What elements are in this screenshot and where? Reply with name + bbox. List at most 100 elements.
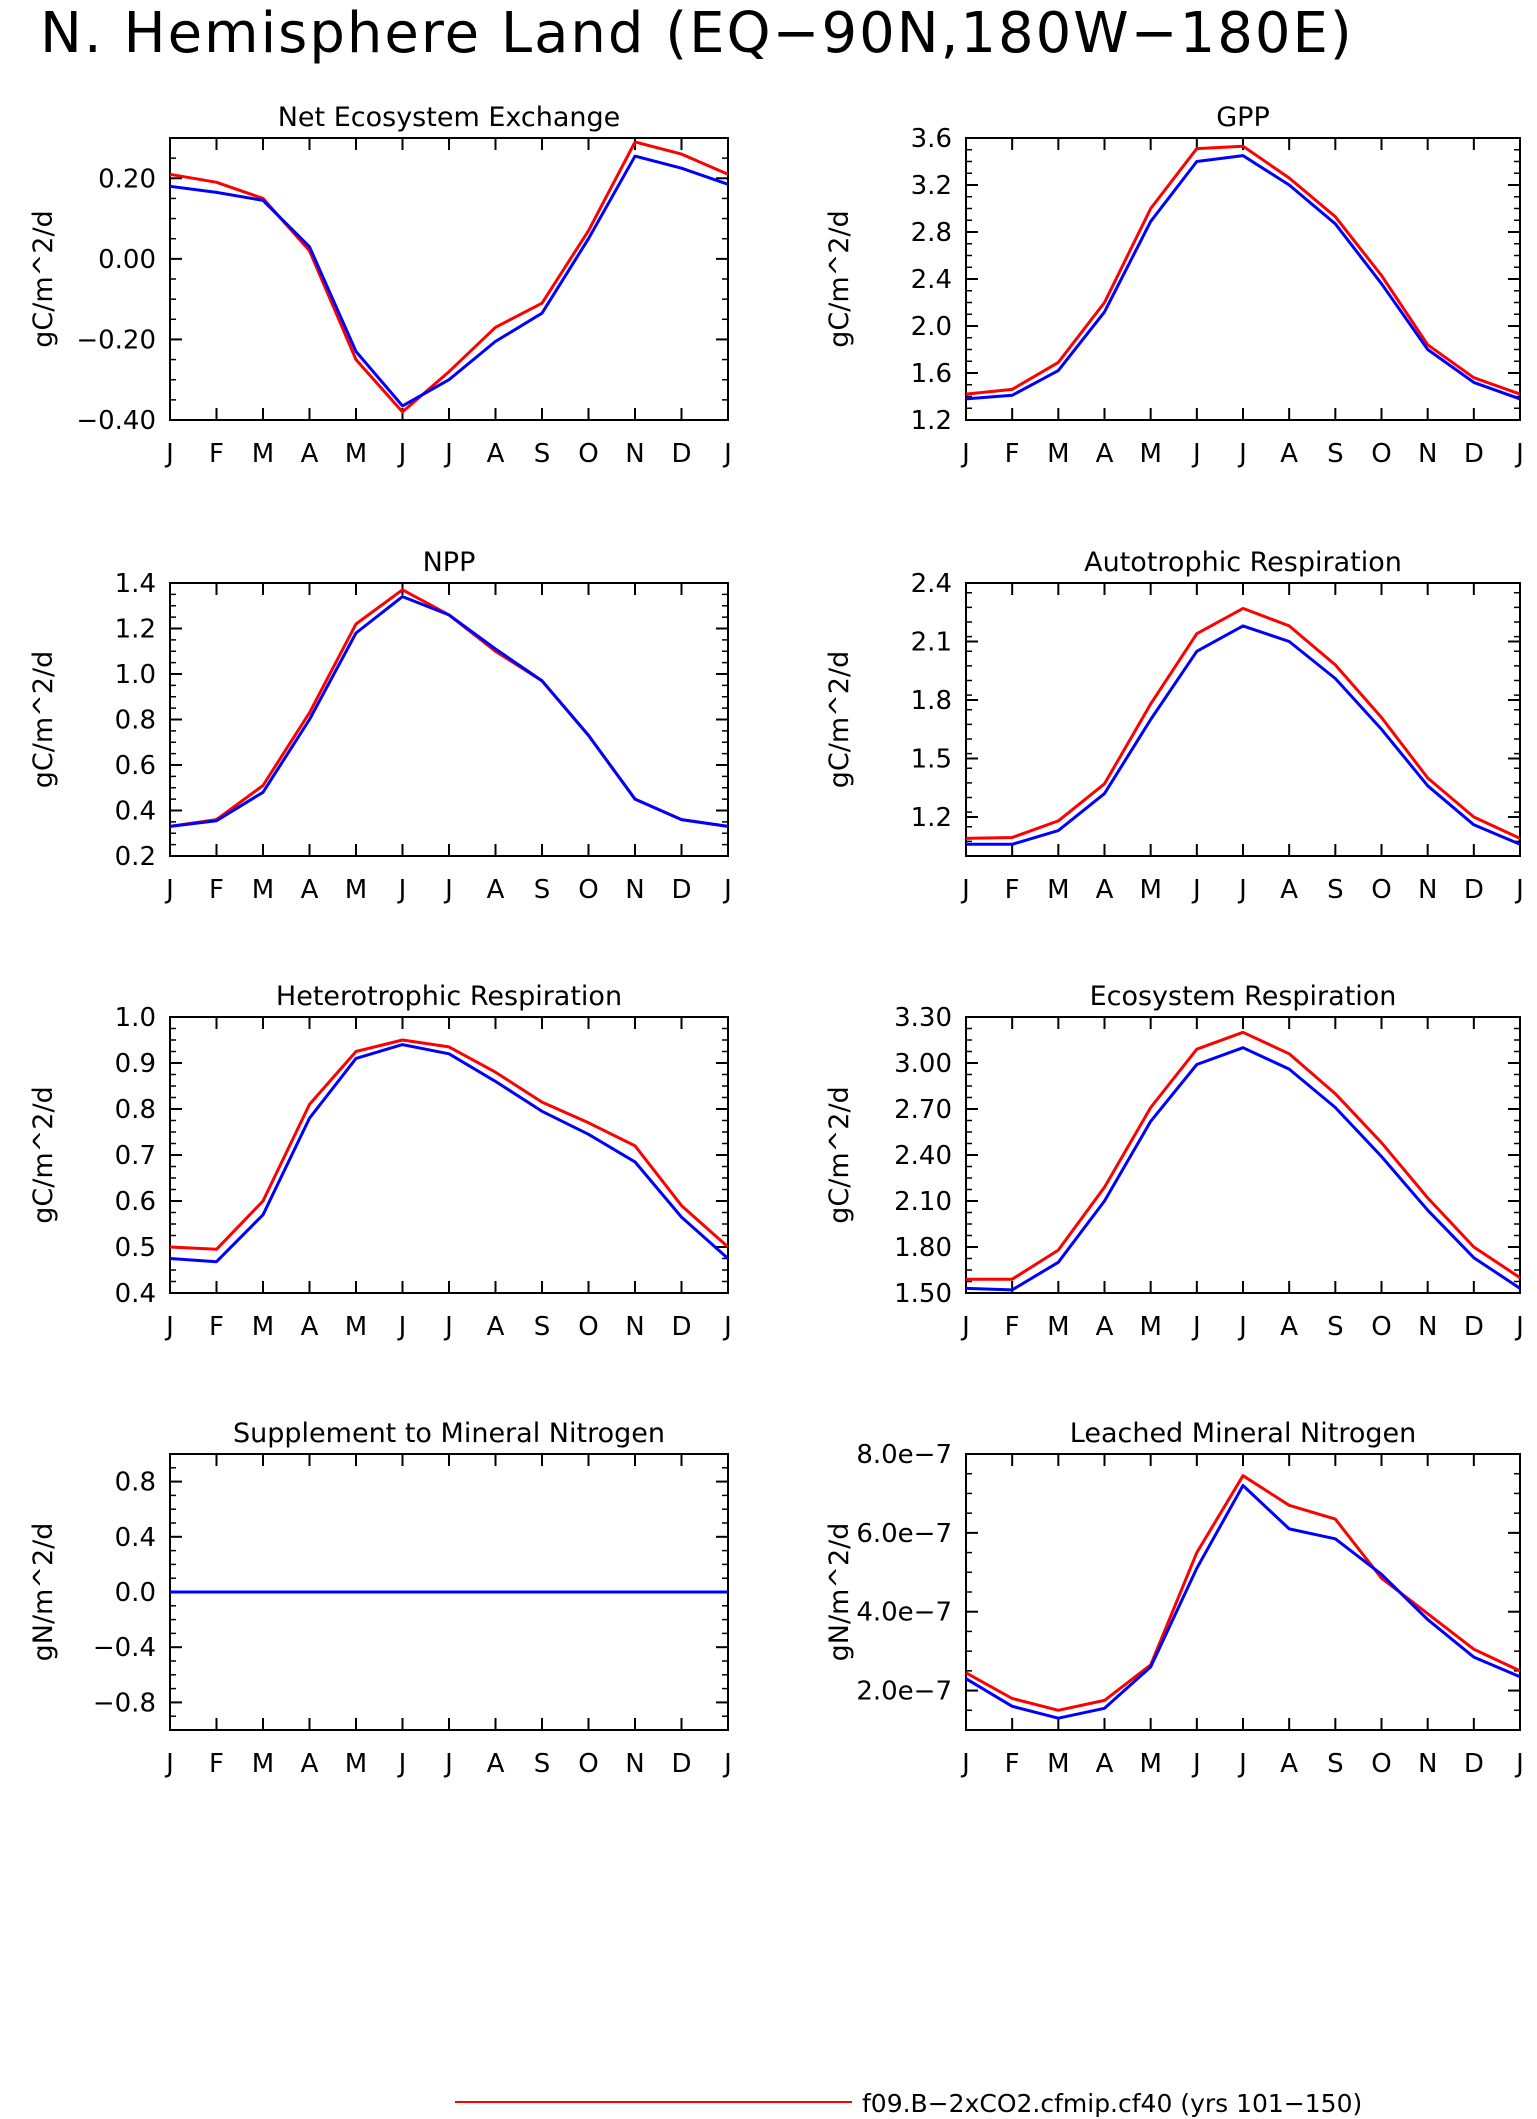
x-tick-label: F [209,1312,224,1342]
x-tick-label: A [487,439,505,469]
x-tick-label: O [578,875,598,905]
series-line-red [965,606,1521,840]
x-tick-label: S [534,1312,551,1342]
series-line-blue [169,154,729,408]
x-tick-label: S [1327,875,1344,905]
y-tick-label: 1.5 [911,745,952,775]
y-axis-label: gC/m^2/d [28,1086,59,1223]
plot-frame [169,137,729,421]
x-tick-label: A [487,875,505,905]
x-tick-label: A [1280,439,1298,469]
x-tick-label: J [1514,1749,1524,1779]
y-tick-label: 0.6 [115,1187,156,1217]
y-tick-label: 1.8 [911,686,952,716]
x-tick-label: M [252,439,274,469]
y-tick-label: 1.6 [911,359,952,389]
x-tick-label: M [1047,1312,1069,1342]
x-tick-label: J [164,1749,174,1779]
x-tick-label: F [1005,875,1020,905]
series-line-blue [965,1046,1521,1292]
x-tick-label: J [722,875,732,905]
y-tick-label: 4.0e−7 [856,1598,952,1628]
x-tick-label: J [397,1312,407,1342]
series-line-red [965,1474,1521,1712]
x-tick-label: N [625,439,644,469]
chart-panel: J F M A M J J A S O N D J1.501.802.102.402.703.003.3… [824,981,1524,1342]
x-tick-label: S [1327,1749,1344,1779]
x-tick-label: J [164,439,174,469]
y-tick-label: −0.20 [76,325,156,355]
y-tick-label: 1.80 [894,1233,952,1263]
x-tick-label: S [534,439,551,469]
x-tick-label: J [397,875,407,905]
x-tick-label: O [1371,1312,1391,1342]
y-tick-label: 1.50 [894,1279,952,1309]
x-tick-label: J [1191,439,1201,469]
x-tick-label: A [301,1749,319,1779]
x-tick-label: J [443,439,453,469]
legend: f09.B−2xCO2.cfmip.cf40 (yrs 101−150) [455,2089,1362,2118]
series-line-blue [965,154,1521,401]
x-tick-label: A [1280,1312,1298,1342]
chart-title: Heterotrophic Respiration [276,981,622,1012]
x-tick-label: D [1464,1312,1484,1342]
x-tick-label: J [960,1749,970,1779]
x-tick-label: S [534,875,551,905]
x-tick-label: N [1418,875,1437,905]
x-tick-label: J [397,1749,407,1779]
y-tick-label: 2.1 [911,628,952,658]
x-tick-label: J [1514,875,1524,905]
x-tick-label: M [1139,439,1161,469]
plot-frame [965,582,1521,857]
x-tick-label: A [1280,1749,1298,1779]
x-tick-label: M [252,1749,274,1779]
y-tick-label: 0.8 [115,1095,156,1125]
x-tick-label: J [1191,875,1201,905]
chart-panel: J F M A M J J A S O N D J1.21.62.02.42.83.23.6GPPgC/… [824,102,1524,469]
y-tick-label: 0.2 [115,842,156,872]
y-tick-label: 1.0 [115,1003,156,1033]
y-tick-label: 0.6 [115,751,156,781]
y-axis-label: gC/m^2/d [824,1086,855,1223]
y-tick-label: 8.0e−7 [856,1440,952,1470]
x-tick-label: M [1139,1749,1161,1779]
y-tick-label: 0.20 [98,164,156,194]
x-tick-label: M [1047,439,1069,469]
y-tick-label: 0.4 [115,1279,156,1309]
y-axis-label: gC/m^2/d [28,651,59,788]
y-tick-label: 0.4 [115,1523,156,1553]
x-tick-label: M [1047,875,1069,905]
x-tick-label: J [960,1312,970,1342]
x-tick-label: J [1191,1749,1201,1779]
y-tick-label: 2.8 [911,218,952,248]
chart-title: Ecosystem Respiration [1090,981,1397,1012]
x-tick-label: D [671,875,691,905]
x-tick-label: A [1280,875,1298,905]
y-tick-label: 1.2 [115,615,156,645]
x-tick-label: N [1418,1749,1437,1779]
x-tick-label: J [1237,1312,1247,1342]
x-tick-label: O [578,1312,598,1342]
series-line-blue [169,595,729,828]
x-tick-label: O [1371,439,1391,469]
plot-frame [965,1453,1521,1731]
x-tick-label: F [209,439,224,469]
x-tick-label: A [301,1312,319,1342]
y-tick-label: 0.00 [98,245,156,275]
y-tick-label: 3.2 [911,171,952,201]
x-tick-label: J [960,875,970,905]
x-tick-label: F [1005,439,1020,469]
y-tick-label: 3.00 [894,1049,952,1079]
x-tick-label: M [252,1312,274,1342]
x-tick-label: J [397,439,407,469]
x-tick-label: N [625,1312,644,1342]
chart-title: GPP [1216,102,1270,133]
x-tick-label: S [1327,439,1344,469]
x-tick-label: S [534,1749,551,1779]
x-tick-label: A [487,1749,505,1779]
y-tick-label: 0.7 [115,1141,156,1171]
chart-panel: J F M A M J J A S O N D J0.20.40.60.81.01.21.4NPPgC/… [28,547,732,905]
x-tick-label: M [1139,875,1161,905]
